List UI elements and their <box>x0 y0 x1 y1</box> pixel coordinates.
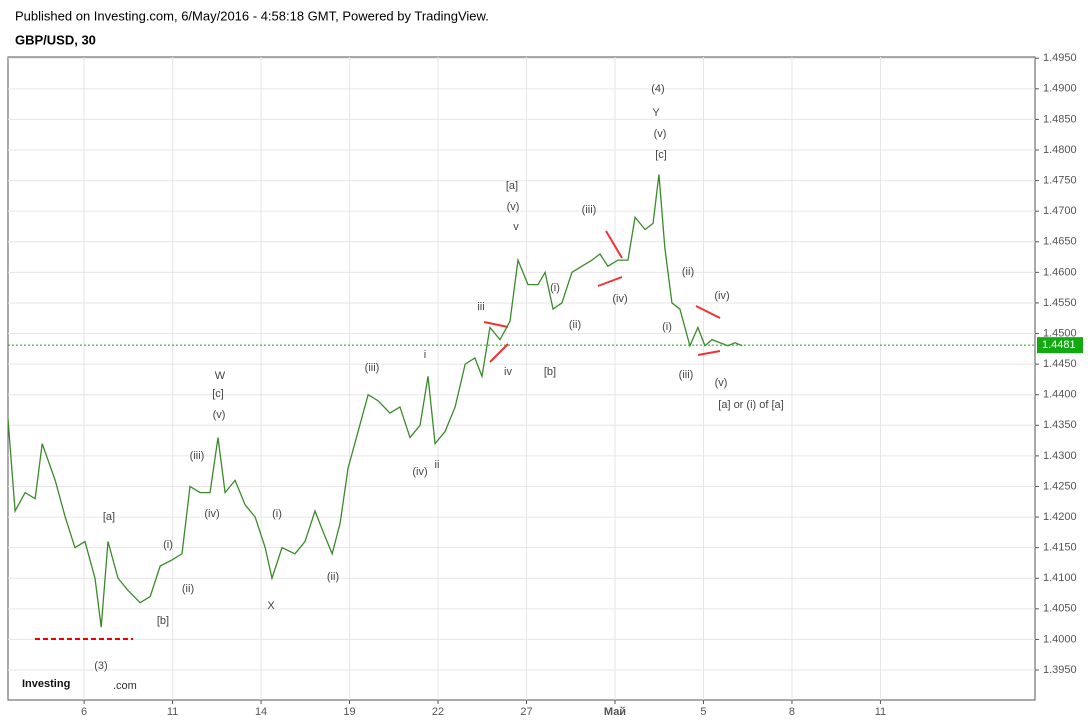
wave-label: (iii) <box>582 204 597 216</box>
wave-label: [b] <box>544 366 556 378</box>
x-tick-label: Май <box>604 706 626 718</box>
wave-label: [c] <box>212 388 224 400</box>
wave-label: (ii) <box>682 266 694 278</box>
logo: Investing <box>22 678 70 690</box>
wave-label: (iv) <box>204 508 219 520</box>
x-tick-label: 6 <box>81 706 87 718</box>
wave-label: [c] <box>655 149 667 161</box>
y-tick-label: 1.4950 <box>1043 52 1077 64</box>
wave-label: [a] <box>103 511 115 523</box>
wave-label: (ii) <box>569 319 581 331</box>
wave-label: (i) <box>550 282 560 294</box>
wave-label: [a] or (i) of [a] <box>718 399 783 411</box>
x-tick-label: 22 <box>432 706 444 718</box>
y-tick-label: 1.4500 <box>1043 327 1077 339</box>
y-tick-label: 1.4800 <box>1043 144 1077 156</box>
wave-label: [a] <box>506 180 518 192</box>
wave-label: (iii) <box>190 450 205 462</box>
wave-label: (3) <box>94 660 107 672</box>
wave-label: W <box>215 370 226 382</box>
wave-label: (ii) <box>327 571 339 583</box>
y-tick-label: 1.4700 <box>1043 205 1077 217</box>
symbol: GBP/USD, 30 <box>15 32 96 47</box>
triangles <box>483 230 721 363</box>
wave-label: (iii) <box>679 369 694 381</box>
wave-label: [b] <box>157 615 169 627</box>
y-tick-label: 1.4450 <box>1043 358 1077 370</box>
wave-label: (iv) <box>412 466 427 478</box>
x-tick-label: 27 <box>520 706 532 718</box>
last-price-box <box>1037 337 1083 354</box>
wave-label: ii <box>435 459 440 471</box>
y-tick-label: 1.4100 <box>1043 572 1077 584</box>
wave-label: X <box>267 600 275 612</box>
wave-label: iv <box>504 366 512 378</box>
wave-label: (i) <box>662 321 672 333</box>
y-tick-label: 1.4200 <box>1043 511 1077 523</box>
wave-label: (i) <box>272 508 282 520</box>
x-tick-label: 5 <box>700 706 706 718</box>
wave-label: (iv) <box>714 290 729 302</box>
y-tick-label: 1.4550 <box>1043 297 1077 309</box>
grid <box>8 57 1035 700</box>
logo-suffix: .com <box>113 680 137 692</box>
wave-label: (i) <box>163 539 173 551</box>
wave-label: (iv) <box>612 293 627 305</box>
price <box>7 174 743 628</box>
y-tick-label: 1.4400 <box>1043 389 1077 401</box>
y-tick-label: 1.4600 <box>1043 266 1077 278</box>
y-tick-label: 1.4000 <box>1043 633 1077 645</box>
y-tick-label: 1.4300 <box>1043 450 1077 462</box>
wave-label: iii <box>477 301 484 313</box>
x-tick-label: 19 <box>343 706 355 718</box>
x-tick-label: 11 <box>167 706 178 718</box>
y-tick-label: 1.4900 <box>1043 83 1077 95</box>
wave-label: (iii) <box>365 362 380 374</box>
x-tick-label: 8 <box>789 706 795 718</box>
plot-frame <box>7 56 1036 701</box>
annotations: (4) Y (v) [c] [a] (v) v (iii) (ii) (iv) (iv) (i) (ii… <box>94 83 783 672</box>
y-tick-label: 1.4650 <box>1043 236 1077 248</box>
y-tick-label: 1.4150 <box>1043 542 1077 554</box>
y-tick-label: 1.3950 <box>1043 664 1077 676</box>
y-tick-label: 1.4050 <box>1043 603 1077 615</box>
wave-label: v <box>513 221 519 233</box>
wave-label: i <box>424 349 426 361</box>
y-tick-label: 1.4750 <box>1043 174 1077 186</box>
wave-label: (v) <box>715 377 728 389</box>
y-tick-label: 1.4850 <box>1043 113 1077 125</box>
x-tick-label: 14 <box>255 706 267 718</box>
wave-label: (4) <box>651 83 664 95</box>
wave-label: (v) <box>213 409 226 421</box>
x-tick-label: 11 <box>875 706 886 718</box>
last-price-label: 1.4481 <box>1042 339 1076 351</box>
published-note: Published on Investing.com, 6/May/2016 -… <box>15 8 489 23</box>
wave-label: (ii) <box>182 583 194 595</box>
y-tick-label: 1.4250 <box>1043 480 1077 492</box>
wave-label: (v) <box>507 201 520 213</box>
price-line <box>7 174 743 628</box>
wave-label: Y <box>652 107 660 119</box>
wave-label: (v) <box>654 128 667 140</box>
y-tick-label: 1.4350 <box>1043 419 1077 431</box>
